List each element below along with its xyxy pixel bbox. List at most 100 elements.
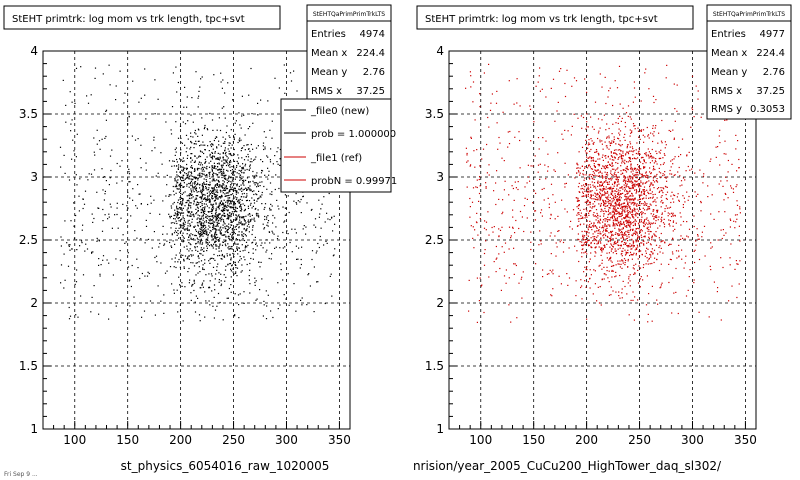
scatter-point — [519, 210, 522, 213]
scatter-point — [181, 198, 184, 200]
scatter-point — [184, 223, 186, 225]
scatter-point — [614, 219, 616, 221]
scatter-point — [636, 184, 638, 186]
scatter-point — [218, 162, 220, 164]
scatter-point — [305, 226, 307, 228]
scatter-point — [585, 213, 587, 215]
scatter-point — [585, 174, 587, 176]
scatter-point — [597, 198, 599, 200]
scatter-point — [629, 158, 632, 160]
scatter-point — [581, 230, 583, 233]
scatter-point — [245, 196, 247, 198]
scatter-point — [182, 236, 184, 238]
scatter-point — [510, 321, 512, 323]
scatter-point — [594, 236, 596, 238]
scatter-point — [235, 190, 237, 192]
scatter-point — [311, 250, 314, 252]
scatter-point — [212, 189, 214, 191]
scatter-point — [579, 218, 581, 220]
scatter-point — [215, 215, 217, 217]
scatter-point — [253, 175, 256, 177]
scatter-point — [722, 185, 724, 187]
scatter-point — [70, 130, 72, 132]
scatter-point — [208, 150, 210, 152]
scatter-point — [658, 237, 660, 239]
scatter-point — [233, 167, 235, 169]
scatter-point — [695, 195, 697, 197]
scatter-point — [214, 289, 216, 291]
scatter-point — [198, 266, 200, 268]
scatter-point — [150, 202, 152, 204]
scatter-point — [198, 222, 200, 224]
scatter-point — [197, 272, 199, 274]
scatter-point — [615, 213, 617, 215]
scatter-point — [641, 213, 643, 215]
scatter-point — [200, 229, 202, 231]
scatter-point — [639, 161, 642, 163]
scatter-point — [326, 212, 328, 214]
scatter-point — [512, 226, 514, 228]
scatter-point — [259, 181, 261, 183]
scatter-point — [210, 145, 213, 148]
scatter-point — [579, 174, 581, 176]
scatter-point — [582, 248, 584, 250]
scatter-point — [186, 214, 188, 216]
scatter-point — [200, 218, 202, 220]
scatter-point — [175, 66, 177, 68]
scatter-point — [179, 203, 181, 205]
scatter-point — [204, 225, 206, 227]
scatter-point — [215, 203, 217, 205]
scatter-point — [239, 137, 241, 139]
scatter-point — [627, 213, 629, 215]
scatter-point — [215, 202, 217, 204]
scatter-point — [637, 282, 640, 284]
scatter-point — [248, 188, 250, 190]
scatter-point — [255, 242, 257, 244]
scatter-point — [483, 72, 485, 74]
scatter-point — [213, 284, 216, 286]
scatter-point — [628, 236, 630, 238]
scatter-point — [556, 110, 558, 112]
scatter-point — [597, 118, 600, 120]
scatter-point — [151, 247, 153, 249]
scatter-point — [585, 241, 587, 243]
scatter-point — [240, 170, 242, 172]
scatter-point — [216, 163, 219, 165]
scatter-point — [205, 216, 207, 218]
scatter-point — [611, 133, 613, 135]
scatter-point — [257, 213, 259, 215]
scatter-point — [144, 68, 146, 70]
scatter-point — [279, 148, 281, 151]
scatter-point — [193, 216, 195, 218]
scatter-point — [215, 220, 217, 222]
scatter-point — [596, 212, 598, 215]
scatter-point — [184, 255, 187, 257]
scatter-point — [597, 215, 599, 217]
scatter-point — [221, 160, 223, 162]
scatter-point — [98, 264, 100, 266]
scatter-point — [648, 237, 650, 240]
scatter-point — [209, 190, 212, 192]
scatter-point — [614, 176, 616, 178]
scatter-point — [642, 203, 644, 205]
scatter-point — [611, 142, 613, 144]
scatter-point — [613, 243, 615, 245]
scatter-point — [232, 252, 234, 255]
scatter-point — [205, 241, 207, 243]
scatter-point — [195, 197, 197, 199]
scatter-point — [630, 132, 632, 134]
scatter-point — [220, 232, 222, 234]
scatter-point — [669, 206, 672, 208]
scatter-point — [214, 180, 216, 182]
scatter-point — [222, 214, 224, 216]
scatter-point — [618, 215, 620, 218]
scatter-point — [228, 245, 230, 248]
scatter-point — [229, 189, 231, 191]
scatter-point — [602, 188, 604, 190]
scatter-point — [136, 207, 138, 209]
scatter-point — [262, 161, 264, 163]
scatter-point — [230, 213, 232, 215]
scatter-point — [662, 157, 664, 159]
scatter-point — [624, 206, 626, 208]
scatter-point — [637, 234, 639, 236]
